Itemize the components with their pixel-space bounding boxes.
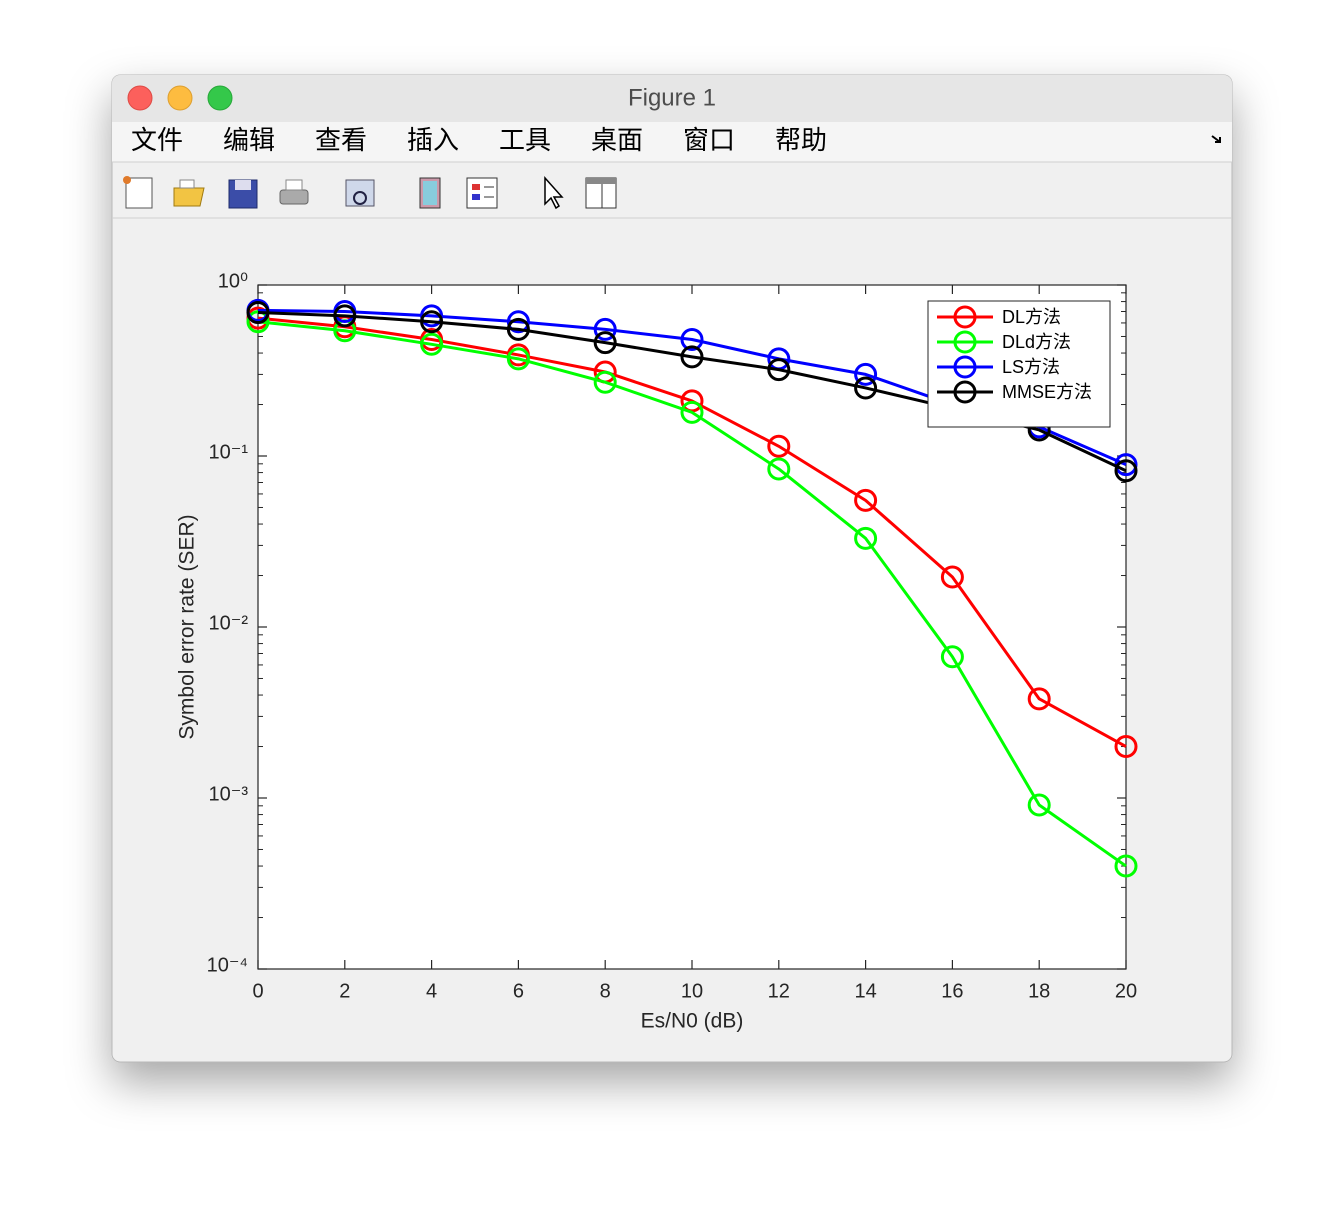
data-point xyxy=(246,301,270,325)
x-tick-label: 20 xyxy=(1115,980,1137,1002)
data-point xyxy=(593,370,617,394)
x-tick-label: 16 xyxy=(941,980,963,1002)
open-button[interactable] xyxy=(173,179,205,207)
data-point xyxy=(940,565,964,589)
toolbar xyxy=(123,176,617,210)
data-point xyxy=(854,362,878,386)
menu-item[interactable]: 插入 xyxy=(407,125,459,155)
x-tick-label: 8 xyxy=(600,980,611,1002)
y-tick-label: 10⁻² xyxy=(209,612,249,634)
x-tick-label: 12 xyxy=(768,980,790,1002)
legend-button[interactable] xyxy=(466,177,498,209)
minimize-button[interactable] xyxy=(167,85,193,111)
zoom-button[interactable] xyxy=(207,85,233,111)
menu-item[interactable]: 编辑 xyxy=(223,125,275,155)
data-point xyxy=(1114,854,1138,878)
legend-box xyxy=(927,300,1111,428)
y-tick-label: 10⁻¹ xyxy=(209,441,249,463)
menu-item[interactable]: 查看 xyxy=(315,125,367,155)
data-point xyxy=(420,310,444,334)
x-tick-label: 2 xyxy=(339,980,350,1002)
window: Figure 1 Es/N0 (dB) Symbol error rate (S… xyxy=(111,74,1233,1063)
data-point xyxy=(680,328,704,352)
data-point xyxy=(420,332,444,356)
data-point xyxy=(767,434,791,458)
legend-label: MMSE方法 xyxy=(1002,382,1092,402)
print-button[interactable] xyxy=(279,179,309,205)
data-point xyxy=(333,304,357,328)
data-point xyxy=(1027,793,1051,817)
x-tick-label: 14 xyxy=(854,980,876,1002)
y-tick-label: 10⁰ xyxy=(218,270,248,292)
legend: DL方法 DLd方法 LS方法 MMSE方法 xyxy=(927,300,1111,428)
y-axis-label: Symbol error rate (SER) xyxy=(176,514,199,739)
link-button[interactable] xyxy=(345,179,375,207)
legend-label: DLd方法 xyxy=(1002,332,1071,352)
data-point xyxy=(506,317,530,341)
data-point xyxy=(593,331,617,355)
data-point xyxy=(680,345,704,369)
legend-marker xyxy=(953,330,977,354)
data-point xyxy=(506,347,530,371)
data-point xyxy=(767,358,791,382)
y-tick-label: 10⁻⁴ xyxy=(207,954,248,976)
legend-label: DL方法 xyxy=(1002,307,1061,327)
title-bar xyxy=(112,75,1232,122)
data-point xyxy=(1027,687,1051,711)
menu-overflow[interactable] xyxy=(1211,135,1221,143)
data-point xyxy=(1114,735,1138,759)
pointer-button[interactable] xyxy=(544,176,564,210)
x-tick-label: 10 xyxy=(681,980,703,1002)
data-point xyxy=(854,488,878,512)
data-point xyxy=(420,304,444,328)
menu-item[interactable]: 工具 xyxy=(499,125,551,155)
save-button[interactable] xyxy=(228,179,258,209)
data-point xyxy=(593,317,617,341)
data-point xyxy=(506,310,530,334)
legend-marker xyxy=(953,355,977,379)
x-tick-label: 6 xyxy=(513,980,524,1002)
x-tick-label: 4 xyxy=(426,980,437,1002)
property-button[interactable] xyxy=(585,177,617,209)
series-line xyxy=(257,320,1127,868)
data-point xyxy=(1114,459,1138,483)
legend-marker xyxy=(953,305,977,329)
data-point xyxy=(854,376,878,400)
menu-item[interactable]: 桌面 xyxy=(591,125,643,155)
data-point xyxy=(767,457,791,481)
data-point xyxy=(940,645,964,669)
data-point xyxy=(680,400,704,424)
new-button[interactable] xyxy=(123,176,153,209)
menu-item[interactable]: 文件 xyxy=(131,125,183,155)
window-title: Figure 1 xyxy=(628,84,716,111)
x-tick-label: 18 xyxy=(1028,980,1050,1002)
close-button[interactable] xyxy=(127,85,153,111)
x-tick-label: 0 xyxy=(252,980,263,1002)
colorbar-button[interactable] xyxy=(419,177,441,209)
x-axis-label: Es/N0 (dB) xyxy=(641,1010,744,1033)
menu-item[interactable]: 帮助 xyxy=(775,125,827,155)
legend-marker xyxy=(953,380,977,404)
data-point xyxy=(854,526,878,550)
y-tick-label: 10⁻³ xyxy=(209,783,249,805)
menu-item[interactable]: 窗口 xyxy=(683,125,735,155)
legend-label: LS方法 xyxy=(1002,357,1060,377)
menu-bar xyxy=(112,122,1232,162)
